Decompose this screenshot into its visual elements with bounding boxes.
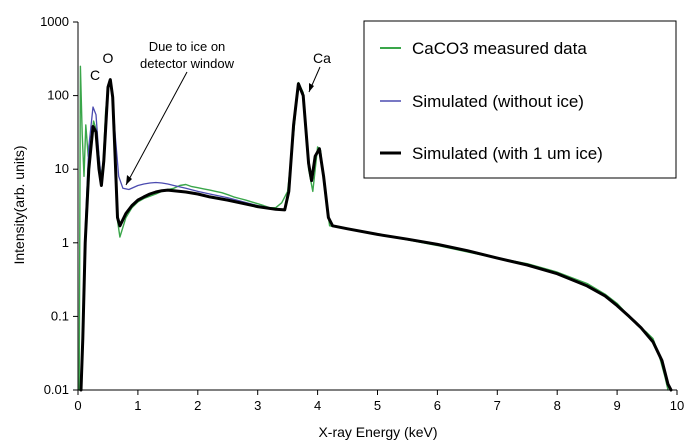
x-tick-label: 6 bbox=[434, 398, 441, 413]
y-ticks: 0.01 0.1 1 10 100 1000 bbox=[40, 14, 78, 397]
y-tick-label: 0.1 bbox=[51, 308, 69, 323]
annotation-ice-line1: Due to ice on bbox=[149, 39, 226, 54]
x-tick-label: 10 bbox=[670, 398, 684, 413]
legend-label-with-ice: Simulated (with 1 um ice) bbox=[412, 144, 603, 163]
x-tick-label: 5 bbox=[374, 398, 381, 413]
x-tick-label: 2 bbox=[194, 398, 201, 413]
annotation-ice-line2: detector window bbox=[140, 56, 235, 71]
ca-arrow-head bbox=[309, 83, 314, 92]
x-tick-label: 4 bbox=[314, 398, 321, 413]
annotation-arrows bbox=[125, 66, 321, 186]
x-ticks: 0 1 2 3 4 5 6 7 8 9 10 bbox=[74, 390, 684, 413]
legend-label-measured: CaCO3 measured data bbox=[412, 39, 587, 58]
x-tick-label: 3 bbox=[254, 398, 261, 413]
y-tick-label: 0.01 bbox=[44, 382, 69, 397]
annotation-ca: Ca bbox=[313, 50, 331, 66]
x-tick-label: 9 bbox=[613, 398, 620, 413]
x-tick-label: 0 bbox=[74, 398, 81, 413]
y-tick-label: 1000 bbox=[40, 14, 69, 29]
legend: CaCO3 measured data Simulated (without i… bbox=[363, 20, 677, 179]
y-tick-label: 1 bbox=[62, 235, 69, 250]
x-tick-label: 8 bbox=[554, 398, 561, 413]
x-tick-label: 1 bbox=[134, 398, 141, 413]
annotation-o: O bbox=[103, 50, 114, 66]
ice-arrow-head bbox=[126, 175, 132, 185]
legend-box bbox=[363, 20, 677, 179]
legend-label-without-ice: Simulated (without ice) bbox=[412, 92, 584, 111]
series-layer bbox=[78, 65, 673, 392]
x-tick-label: 7 bbox=[494, 398, 501, 413]
series-line-with-ice bbox=[79, 78, 673, 392]
y-tick-label: 100 bbox=[47, 88, 69, 103]
ice-arrow-line bbox=[125, 71, 188, 186]
annotation-c: C bbox=[90, 67, 100, 83]
y-tick-label: 10 bbox=[55, 161, 69, 176]
x-axis-title: X-ray Energy (keV) bbox=[318, 424, 437, 440]
y-axis-title: Intensity(arb. units) bbox=[11, 145, 27, 264]
